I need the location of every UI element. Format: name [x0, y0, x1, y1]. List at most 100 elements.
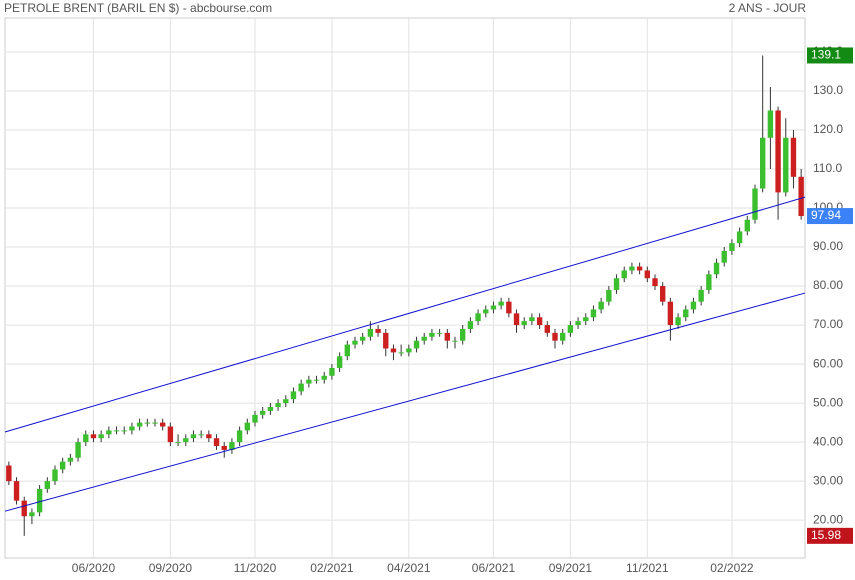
- candle-body: [767, 110, 774, 138]
- channel-line: [4, 292, 806, 512]
- candle-body: [121, 430, 127, 432]
- candle-body: [606, 289, 612, 302]
- candle-body: [675, 317, 681, 326]
- candle-body: [383, 332, 389, 349]
- x-tick-label: 06/2021: [472, 561, 516, 575]
- candle-body: [436, 332, 443, 334]
- candle-body: [75, 442, 81, 458]
- candle-body: [221, 446, 227, 450]
- candle-body: [567, 325, 574, 333]
- candle-body: [360, 336, 366, 341]
- candle-body: [306, 379, 312, 384]
- y-tick-label: 120.0: [813, 122, 843, 136]
- candle-body: [575, 321, 581, 326]
- candle-body: [560, 332, 566, 341]
- candle-body: [367, 328, 374, 337]
- candle-body: [506, 301, 512, 314]
- y-tick-label: 110.0: [813, 161, 842, 175]
- plot-frame: [4, 17, 806, 559]
- candle-body: [452, 340, 458, 342]
- candle-body: [229, 442, 235, 450]
- chart-title: PETROLE BRENT (BARIL EN $) - abcbourse.c…: [4, 1, 272, 15]
- candle-body: [90, 434, 97, 439]
- x-tick-label: 06/2020: [72, 561, 116, 575]
- candle-body: [421, 336, 427, 341]
- candle-body: [460, 328, 466, 341]
- candle-body: [67, 457, 74, 462]
- candle-body: [429, 332, 435, 337]
- candle-body: [775, 110, 781, 193]
- x-tick-label: 11/2021: [626, 561, 669, 575]
- candle-body: [613, 278, 620, 290]
- candle-body: [683, 309, 689, 318]
- candle-body: [6, 465, 12, 482]
- candle-body: [329, 367, 335, 376]
- candle-body: [413, 340, 420, 349]
- candle-body: [129, 426, 135, 431]
- candle-body: [144, 422, 150, 424]
- candle-body: [667, 301, 674, 326]
- x-tick-label: 04/2021: [387, 561, 431, 575]
- candle-body: [713, 262, 720, 275]
- x-tick-label: 09/2020: [149, 561, 193, 575]
- candle-body: [352, 340, 358, 345]
- candle-body: [336, 356, 343, 368]
- candle-body: [544, 325, 550, 333]
- candle-body: [167, 426, 174, 443]
- x-tick-label: 11/2020: [234, 561, 277, 575]
- candle-body: [467, 321, 474, 329]
- candle-body: [660, 286, 666, 302]
- y-tick-label: 40.00: [813, 434, 843, 448]
- candle-body: [260, 410, 266, 415]
- candle-body: [206, 434, 212, 439]
- candle-body: [652, 278, 658, 287]
- candle-body: [698, 289, 704, 302]
- candle-body: [629, 266, 635, 271]
- candle-body: [267, 407, 274, 411]
- candle-body: [636, 266, 643, 271]
- x-tick-label: 02/2021: [310, 561, 354, 575]
- candle-body: [583, 317, 589, 322]
- candle-body: [36, 488, 43, 513]
- candle-body: [83, 434, 89, 443]
- candle-body: [529, 317, 535, 322]
- candle-body: [252, 414, 258, 423]
- y-tick-label: 30.00: [813, 473, 843, 487]
- y-tick-label: 90.00: [813, 239, 843, 253]
- candle-body: [783, 137, 789, 193]
- channel-line: [4, 196, 806, 433]
- candle-body: [398, 352, 404, 354]
- candle-body: [729, 243, 735, 251]
- candle-body: [13, 481, 20, 501]
- candle-body: [752, 188, 758, 220]
- candle-body: [106, 430, 112, 435]
- candle-body: [44, 481, 50, 489]
- price-badge: [807, 47, 853, 64]
- candle-body: [798, 176, 804, 217]
- candle-body: [198, 434, 204, 436]
- candle-body: [236, 430, 243, 443]
- y-tick-label: 50.00: [813, 395, 843, 409]
- candle-body: [244, 422, 250, 431]
- candle-body: [521, 321, 527, 326]
- candle-body: [183, 438, 189, 443]
- candle-body: [283, 399, 289, 404]
- candle-body: [313, 379, 320, 381]
- candle-body: [190, 434, 197, 439]
- candle-body: [21, 500, 27, 517]
- y-tick-label: 70.00: [813, 317, 843, 331]
- candle-body: [536, 317, 543, 326]
- candle-body: [175, 442, 181, 444]
- candle-body: [390, 348, 397, 353]
- candle-body: [790, 137, 797, 177]
- price-badge-label: 15.98: [811, 528, 841, 542]
- price-badge-label: 97.94: [811, 208, 841, 222]
- x-tick-label: 02/2022: [710, 561, 754, 575]
- candle-body: [298, 383, 304, 392]
- candle-body: [344, 344, 350, 357]
- candle-body: [375, 328, 381, 333]
- candle-body: [321, 375, 327, 380]
- candle-body: [644, 270, 650, 279]
- y-tick-label: 20.00: [813, 512, 843, 526]
- candle-body: [152, 422, 158, 424]
